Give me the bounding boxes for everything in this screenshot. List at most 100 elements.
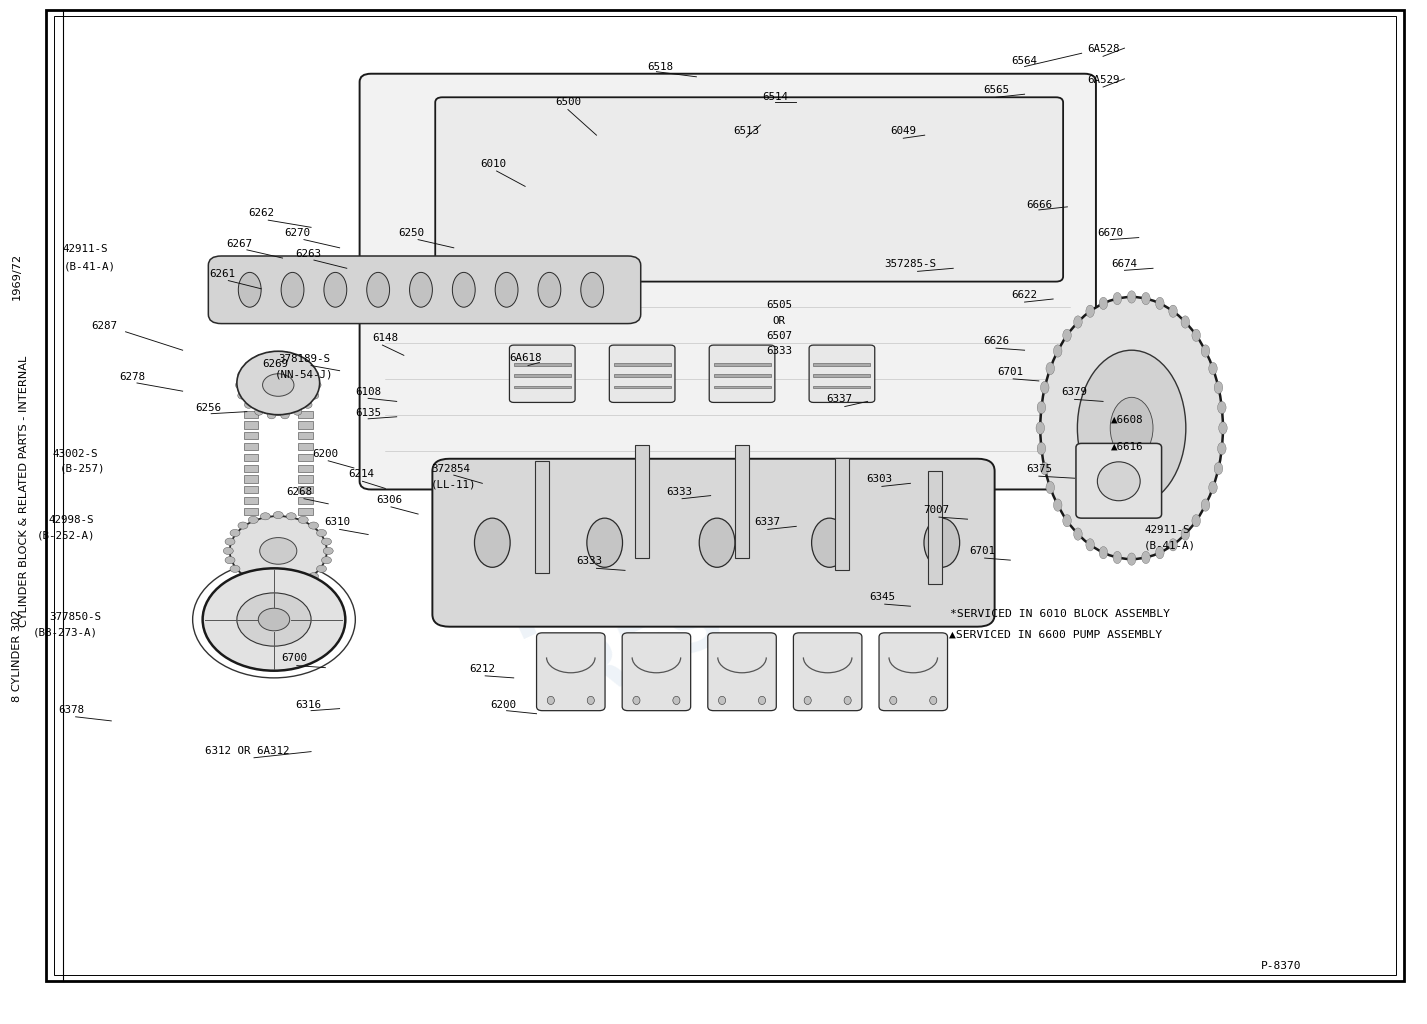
Text: 6256: 6256: [195, 402, 221, 413]
Ellipse shape: [1127, 553, 1136, 565]
Ellipse shape: [323, 547, 334, 555]
Ellipse shape: [588, 696, 594, 705]
Ellipse shape: [452, 272, 475, 307]
Text: (LL-11): (LL-11): [431, 479, 477, 489]
Ellipse shape: [238, 272, 261, 307]
Ellipse shape: [255, 355, 264, 362]
Text: 42911-S: 42911-S: [1144, 525, 1190, 536]
Text: 6700: 6700: [281, 653, 307, 664]
Ellipse shape: [313, 382, 321, 388]
Ellipse shape: [248, 516, 258, 523]
Text: 6670: 6670: [1097, 228, 1123, 239]
Ellipse shape: [495, 272, 518, 307]
Ellipse shape: [538, 272, 561, 307]
Ellipse shape: [1169, 539, 1177, 551]
Ellipse shape: [1214, 463, 1223, 475]
Ellipse shape: [238, 572, 248, 580]
Ellipse shape: [273, 512, 283, 518]
Text: 6A618: 6A618: [509, 353, 541, 364]
FancyBboxPatch shape: [622, 633, 691, 711]
Bar: [813, 364, 870, 366]
Text: 6A529: 6A529: [1087, 75, 1119, 85]
Ellipse shape: [1099, 547, 1107, 559]
Text: 6200: 6200: [491, 699, 517, 710]
Bar: [298, 454, 313, 461]
Bar: [244, 411, 258, 418]
Ellipse shape: [586, 518, 622, 567]
Text: 6270: 6270: [284, 228, 310, 239]
Ellipse shape: [1209, 481, 1217, 494]
Text: 6269: 6269: [263, 358, 288, 369]
Text: 6701: 6701: [969, 546, 995, 556]
Ellipse shape: [1077, 350, 1186, 506]
Bar: [735, 445, 749, 558]
Text: 6518: 6518: [648, 61, 674, 72]
Ellipse shape: [1053, 345, 1062, 357]
Text: 42911-S: 42911-S: [63, 244, 108, 254]
Bar: [514, 375, 571, 377]
Bar: [244, 465, 258, 472]
Text: 7007: 7007: [923, 505, 949, 515]
Ellipse shape: [1217, 401, 1226, 414]
Text: 42998-S: 42998-S: [49, 515, 94, 525]
Ellipse shape: [321, 557, 331, 564]
Ellipse shape: [310, 371, 318, 378]
Ellipse shape: [1202, 499, 1210, 511]
Text: 6135: 6135: [355, 408, 381, 418]
Ellipse shape: [718, 696, 725, 705]
Text: 6666: 6666: [1026, 200, 1052, 210]
FancyBboxPatch shape: [208, 256, 641, 324]
Bar: [298, 508, 313, 515]
Bar: [714, 386, 771, 388]
Ellipse shape: [237, 593, 311, 646]
Ellipse shape: [925, 518, 959, 567]
Ellipse shape: [843, 696, 850, 705]
FancyBboxPatch shape: [793, 633, 862, 711]
Ellipse shape: [244, 401, 253, 409]
Bar: [813, 386, 870, 388]
Ellipse shape: [308, 572, 318, 580]
Ellipse shape: [308, 522, 318, 529]
Text: ▲6616: ▲6616: [1112, 441, 1143, 452]
Text: 1969/72: 1969/72: [11, 253, 23, 300]
Bar: [835, 458, 849, 570]
Ellipse shape: [1113, 293, 1122, 305]
Ellipse shape: [230, 529, 240, 537]
Ellipse shape: [1063, 515, 1072, 527]
Ellipse shape: [263, 374, 294, 396]
Bar: [244, 475, 258, 482]
Ellipse shape: [241, 355, 315, 415]
Bar: [928, 471, 942, 584]
Text: 6268: 6268: [287, 486, 313, 497]
Ellipse shape: [1063, 329, 1072, 341]
Ellipse shape: [1046, 481, 1055, 494]
Ellipse shape: [287, 582, 297, 589]
Bar: [244, 432, 258, 439]
Ellipse shape: [1073, 528, 1082, 541]
Text: 6310: 6310: [324, 517, 350, 527]
Ellipse shape: [237, 351, 320, 415]
Text: 378189-S: 378189-S: [278, 354, 330, 365]
Ellipse shape: [294, 355, 303, 362]
Ellipse shape: [298, 516, 308, 523]
Text: 6263: 6263: [295, 249, 321, 259]
FancyBboxPatch shape: [809, 345, 875, 402]
Ellipse shape: [281, 272, 304, 307]
Ellipse shape: [1214, 381, 1223, 393]
Ellipse shape: [1097, 462, 1140, 501]
Bar: [514, 386, 571, 388]
Text: ▲SERVICED IN 6600 PUMP ASSEMBLY: ▲SERVICED IN 6600 PUMP ASSEMBLY: [949, 630, 1163, 640]
Ellipse shape: [1217, 442, 1226, 455]
Ellipse shape: [304, 401, 313, 409]
Text: 6287: 6287: [91, 321, 117, 331]
Ellipse shape: [1040, 381, 1049, 393]
Text: 372854: 372854: [431, 464, 471, 474]
Text: FORD
PROJECTION
RESOURCE: FORD PROJECTION RESOURCE: [457, 293, 1027, 731]
Text: (B-41-A): (B-41-A): [1144, 541, 1196, 551]
Text: (BB-273-A): (BB-273-A): [33, 628, 98, 638]
Ellipse shape: [1142, 293, 1150, 305]
Ellipse shape: [1046, 362, 1055, 375]
Ellipse shape: [324, 272, 347, 307]
Ellipse shape: [273, 583, 283, 590]
Text: 6306: 6306: [377, 495, 402, 505]
